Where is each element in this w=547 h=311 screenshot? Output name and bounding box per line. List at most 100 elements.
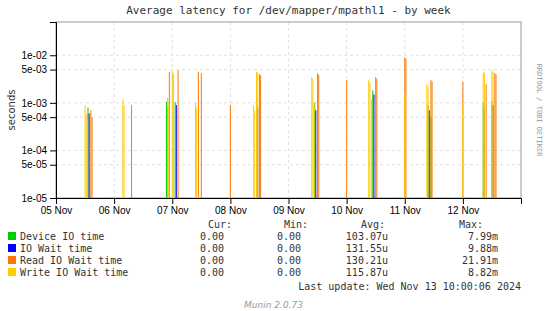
spike xyxy=(462,82,463,198)
series xyxy=(91,57,496,198)
spike xyxy=(176,105,177,198)
y-tick-mark xyxy=(50,70,56,71)
legend-stat: 7.99m xyxy=(468,231,498,242)
spike xyxy=(318,75,319,198)
spike xyxy=(493,72,494,198)
x-tick-mark xyxy=(289,198,290,204)
chart: 05 Nov06 Nov07 Nov08 Nov09 Nov10 Nov11 N… xyxy=(0,0,547,311)
x-tick-mark xyxy=(172,198,173,204)
grid-line-y xyxy=(56,164,521,165)
side-label: RRDTOOL / TOBI OETIKER xyxy=(535,64,543,158)
x-tick-label: 12 Nov xyxy=(448,205,480,216)
spike xyxy=(404,57,405,198)
y-tick-mark xyxy=(50,55,56,56)
spike xyxy=(371,99,372,198)
spike xyxy=(92,117,93,198)
x-tick-label: 07 Nov xyxy=(157,205,189,216)
spike xyxy=(257,73,258,198)
legend-swatch xyxy=(8,256,16,264)
legend-label: Write IO Wait time xyxy=(20,267,128,278)
legend-stat: 131.55u xyxy=(346,243,388,254)
spike xyxy=(230,105,231,198)
spike xyxy=(124,105,125,198)
legend-stat: 21.91m xyxy=(462,255,498,266)
y-tick-label: 5e-05 xyxy=(21,159,47,170)
legend-header: Avg: xyxy=(361,219,385,230)
spike xyxy=(259,74,260,198)
legend-stat: 9.88m xyxy=(468,243,498,254)
x-tick-mark xyxy=(114,198,115,204)
y-tick-mark xyxy=(50,198,56,199)
legend-swatch xyxy=(8,232,16,240)
series xyxy=(85,70,493,198)
spike xyxy=(178,70,179,198)
spike xyxy=(368,80,369,198)
spike xyxy=(85,105,86,198)
legend-stat: 0.00 xyxy=(277,231,301,242)
y-tick: 5e-03 xyxy=(21,64,56,75)
y-tick-mark xyxy=(50,117,56,118)
spike xyxy=(314,103,315,198)
spike xyxy=(312,79,313,198)
legend-stat: 0.00 xyxy=(200,267,224,278)
grid-line-x xyxy=(288,22,289,198)
legend-stat: 0.00 xyxy=(277,243,301,254)
title: Average latency for /dev/mapper/mpathl1 … xyxy=(126,4,451,17)
x-tick-mark xyxy=(463,198,464,204)
spike xyxy=(369,82,370,198)
x-tick-mark xyxy=(347,198,348,204)
spike xyxy=(430,80,431,198)
spike xyxy=(314,103,315,198)
spike xyxy=(494,73,495,198)
x-tick-label: 08 Nov xyxy=(215,205,247,216)
spike xyxy=(373,94,374,198)
spike xyxy=(486,84,487,198)
spike xyxy=(429,110,430,198)
spike xyxy=(404,94,405,198)
y-axis-line xyxy=(50,23,57,199)
spike xyxy=(311,77,312,198)
spike xyxy=(173,73,174,198)
y-tick-label: 5e-04 xyxy=(21,112,47,123)
y-tick: 1e-05 xyxy=(21,193,56,204)
legend-stat: 0.00 xyxy=(200,255,224,266)
x-tick: 07 Nov xyxy=(157,198,189,216)
spike xyxy=(426,84,427,198)
legend-header: Cur: xyxy=(208,219,232,230)
spike xyxy=(168,101,169,198)
legend-swatch xyxy=(8,268,16,276)
spike xyxy=(196,107,197,198)
y-tick-label: 1e-03 xyxy=(21,98,47,109)
x-tick-label: 09 Nov xyxy=(273,205,305,216)
legend-label: Read IO Wait time xyxy=(20,255,122,266)
spike xyxy=(131,105,132,198)
x-tick-label: 06 Nov xyxy=(99,205,131,216)
spike xyxy=(175,102,176,198)
x-tick: 11 Nov xyxy=(390,198,421,216)
grid-line-y xyxy=(56,69,521,70)
spike xyxy=(167,97,168,198)
spike xyxy=(169,72,170,198)
spike xyxy=(462,103,463,198)
spike xyxy=(198,72,199,198)
legend-stat: 115.87u xyxy=(346,267,388,278)
legend-header: Min: xyxy=(284,219,308,230)
y-tick-label: 1e-05 xyxy=(21,193,47,204)
y-tick: 5e-04 xyxy=(21,112,56,123)
y-tick-mark xyxy=(50,150,56,151)
x-tick: 08 Nov xyxy=(215,198,247,216)
x-axis: 05 Nov06 Nov07 Nov08 Nov09 Nov10 Nov11 N… xyxy=(41,198,522,216)
spike xyxy=(122,99,123,198)
y-tick: 1e-03 xyxy=(21,98,56,109)
spike xyxy=(496,74,497,198)
spike xyxy=(491,70,492,198)
x-tick-label: 11 Nov xyxy=(390,205,421,216)
spike xyxy=(315,110,316,198)
spike xyxy=(432,82,433,198)
legend-stat: 130.21u xyxy=(346,255,388,266)
legend-stat: 0.00 xyxy=(277,255,301,266)
grid-line-x xyxy=(114,22,115,198)
marks xyxy=(85,57,496,198)
y-tick: 1e-04 xyxy=(21,145,56,156)
legend-label: Device IO time xyxy=(20,231,104,242)
